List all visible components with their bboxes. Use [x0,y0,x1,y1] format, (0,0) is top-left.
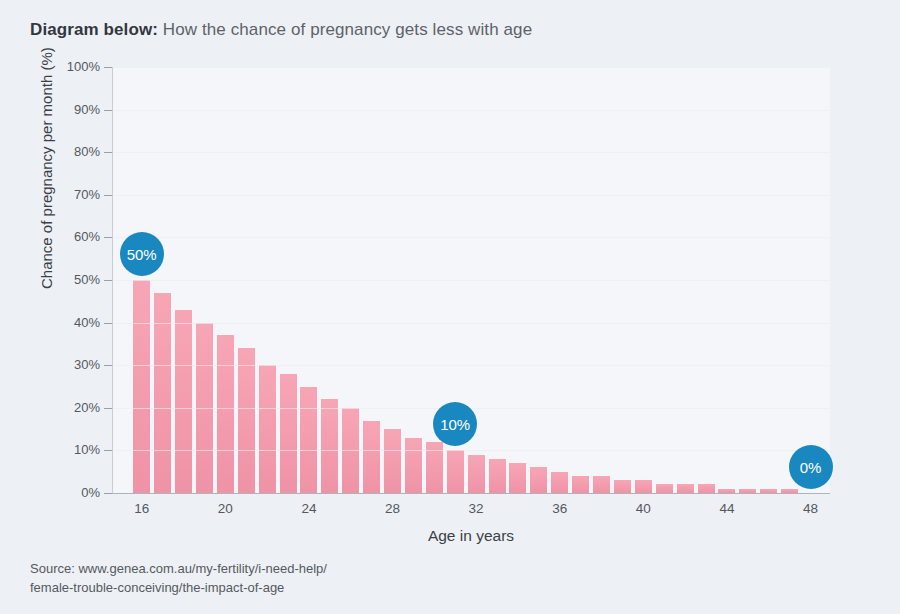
bar-age-31 [447,450,464,493]
gridline-overlay-60 [112,237,830,238]
gridline-overlay-70 [112,195,830,196]
y-tick-60% [104,237,112,238]
source-line-1: Source: www.genea.com.au/my-fertility/i-… [30,559,327,578]
bar-age-40 [635,480,652,493]
x-tick-label-16: 16 [120,501,164,516]
y-tick-10% [104,450,112,451]
bar-age-42 [677,484,694,493]
y-tick-20% [104,408,112,409]
y-tick-label-30%: 30% [50,357,100,373]
bar-age-23 [280,374,297,493]
chart-title-lead: Diagram below: [30,20,158,39]
bar-age-22 [259,365,276,493]
bar-age-43 [698,484,715,493]
bar-age-39 [614,480,631,493]
y-tick-label-70%: 70% [50,187,100,203]
x-tick-label-40: 40 [621,501,665,516]
y-tick-label-60%: 60% [50,229,100,245]
y-tick-40% [104,323,112,324]
y-tick-label-90%: 90% [50,102,100,118]
callout-badge-50pct: 50% [120,232,164,276]
x-tick-label-28: 28 [371,501,415,516]
x-tick-label-32: 32 [454,501,498,516]
bar-age-34 [509,463,526,493]
gridline-overlay-90 [112,110,830,111]
bar-age-32 [468,455,485,493]
y-tick-label-80%: 80% [50,144,100,160]
bar-age-41 [656,484,673,493]
bar-age-38 [593,476,610,493]
gridline-overlay-100 [112,67,830,68]
pregnancy-chance-infographic: Diagram below: How the chance of pregnan… [0,0,900,614]
bar-age-24 [300,387,317,494]
chart-title-rest: How the chance of pregnancy gets less wi… [163,20,532,39]
x-tick-label-20: 20 [203,501,247,516]
x-tick-label-44: 44 [705,501,749,516]
y-tick-label-0%: 0% [50,485,100,501]
x-axis-title: Age in years [112,527,830,545]
y-axis-title: Chance of pregnancy per month (%) [38,47,55,289]
y-tick-100% [104,67,112,68]
y-tick-label-40%: 40% [50,315,100,331]
x-tick-label-48: 48 [789,501,833,516]
y-axis-line [112,67,113,494]
gridline-overlay-50 [112,280,830,281]
y-tick-80% [104,152,112,153]
callout-badge-0pct: 0% [789,445,833,489]
y-tick-label-20%: 20% [50,400,100,416]
bar-age-37 [572,476,589,493]
x-tick-label-24: 24 [287,501,331,516]
y-tick-90% [104,110,112,111]
source-line-2: female-trouble-conceiving/the-impact-of-… [30,578,327,597]
x-axis-line [112,493,830,494]
gridline-overlay-30 [112,365,830,366]
bar-age-16 [133,280,150,493]
bar-age-28 [384,429,401,493]
gridline-overlay-10 [112,450,830,451]
bar-age-36 [551,472,568,493]
bar-age-21 [238,348,255,493]
bar-age-27 [363,421,380,493]
y-tick-label-100%: 100% [50,59,100,75]
bar-age-25 [321,399,338,493]
gridline-overlay-40 [112,323,830,324]
x-tick-label-36: 36 [538,501,582,516]
bar-age-29 [405,438,422,493]
y-tick-30% [104,365,112,366]
gridline-overlay-80 [112,152,830,153]
y-tick-0% [104,493,112,494]
bar-age-20 [217,335,234,493]
y-tick-label-50%: 50% [50,272,100,288]
y-tick-70% [104,195,112,196]
chart-title: Diagram below: How the chance of pregnan… [30,20,532,40]
bar-age-33 [489,459,506,493]
y-tick-label-10%: 10% [50,442,100,458]
bar-age-35 [530,467,547,493]
y-tick-50% [104,280,112,281]
source-attribution: Source: www.genea.com.au/my-fertility/i-… [30,559,327,597]
bar-age-18 [175,310,192,493]
